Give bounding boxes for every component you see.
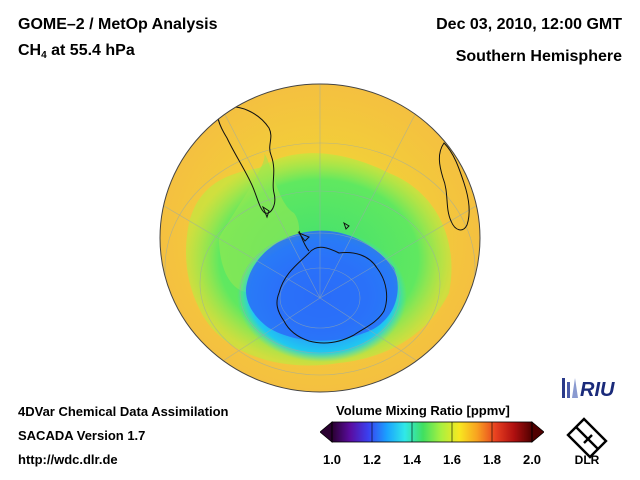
colorbar-tick-label: 1.8 [482,452,502,467]
colorbar-tick-label: 1.0 [322,452,342,467]
tierra-del-fuego [261,205,270,219]
colorbar-title: Volume Mixing Ratio [ppmv] [336,403,510,418]
vortex-core [245,230,398,341]
colorbar-tick-label: 1.6 [442,452,462,467]
map-subtitle: CH4 at 55.4 hPa [18,42,135,61]
footer-method: 4DVar Chemical Data Assimilation [18,404,229,419]
southern-hemisphere-globe [159,83,481,393]
colorbar [320,421,544,443]
riu-text: RIU [580,379,615,401]
africa-coast [438,142,470,231]
map-title: GOME–2 / MetOp Analysis [18,16,218,33]
colorbar-tick-label: 1.2 [362,452,382,467]
dlr-text: DLR [575,453,600,465]
colorbar-tick-marks [331,422,533,442]
globe-outline [159,83,481,393]
colorbar-gradient [331,421,533,443]
region-label: Southern Hemisphere [455,48,622,65]
colorbar-tick-label: 1.4 [402,452,422,467]
dlr-logo: DLR [566,417,608,465]
date-time: Dec 03, 2010, 12:00 GMT [436,16,622,33]
species-subscript: 4 [41,50,47,61]
footer-version: SACADA Version 1.7 [18,428,146,443]
antarctica-coast [276,246,388,344]
colorbar-high-arrow [531,421,544,443]
colorbar-low-arrow [320,421,333,443]
riu-logo: RIU [562,378,615,401]
footer-url: http://wdc.dlr.de [18,452,118,467]
south-america-coast [217,106,276,214]
species-name: CH [18,42,42,59]
pressure-level: at 55.4 hPa [46,42,135,59]
colorbar-tick-label: 2.0 [522,452,542,467]
graticule [160,84,480,392]
small-islands [297,221,350,242]
antarctic-peninsula [298,230,310,252]
coastlines [217,106,470,344]
